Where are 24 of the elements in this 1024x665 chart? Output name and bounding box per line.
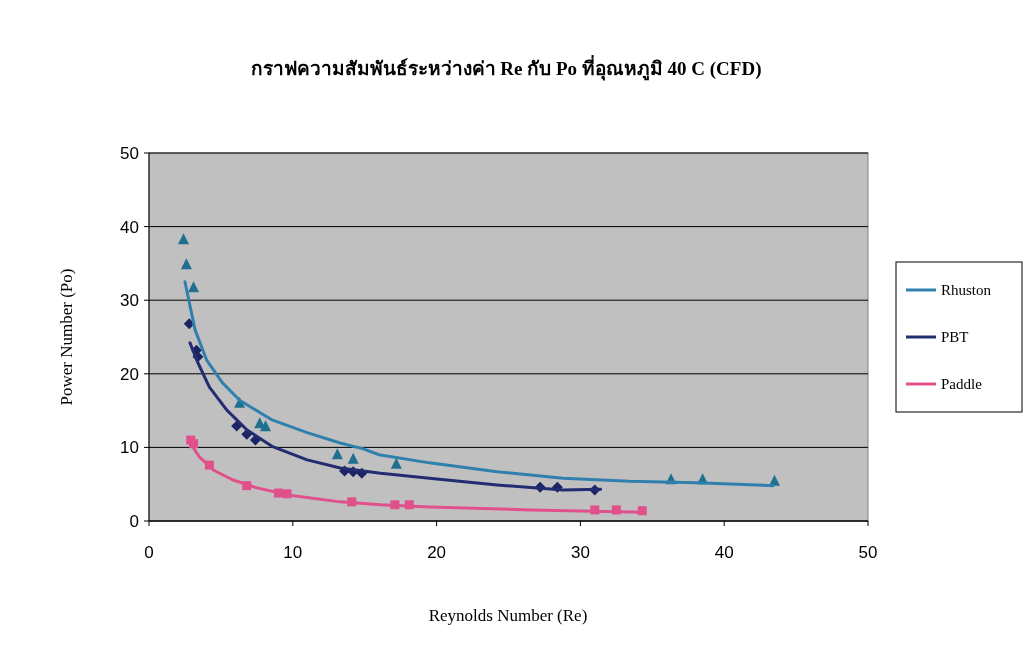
x-tick-label: 20 xyxy=(427,543,447,562)
x-tick-label: 10 xyxy=(283,543,303,562)
chart-title: กราฟความสัมพันธ์ระหว่างค่า Re กับ Po ที่อุณหภูมิ 40 C (CFD) xyxy=(250,55,762,81)
point xyxy=(331,448,343,460)
point xyxy=(259,420,271,432)
x-tick-label: 30 xyxy=(570,543,590,562)
y-tick-label: 0 xyxy=(129,512,139,531)
point xyxy=(180,258,192,270)
point xyxy=(347,452,359,464)
y-tick-label: 30 xyxy=(120,291,139,311)
y-tick-label: 50 xyxy=(120,144,139,163)
y-axis-title: Power Number (Po) xyxy=(57,268,76,406)
y-tick-label: 20 xyxy=(120,364,139,384)
x-axis-title: Reynolds Number (Re) xyxy=(428,606,588,625)
y-tick-label: 10 xyxy=(120,438,139,458)
x-tick-label: 0 xyxy=(144,543,154,562)
legend-label: Rhuston xyxy=(941,282,992,298)
y-tick-label: 40 xyxy=(120,217,139,237)
x-tick-label: 50 xyxy=(858,543,878,562)
point xyxy=(178,233,190,245)
legend-label: PBT xyxy=(941,329,969,345)
x-tick-label: 40 xyxy=(714,543,734,562)
legend-label: Paddle xyxy=(941,376,983,392)
point xyxy=(188,281,200,293)
